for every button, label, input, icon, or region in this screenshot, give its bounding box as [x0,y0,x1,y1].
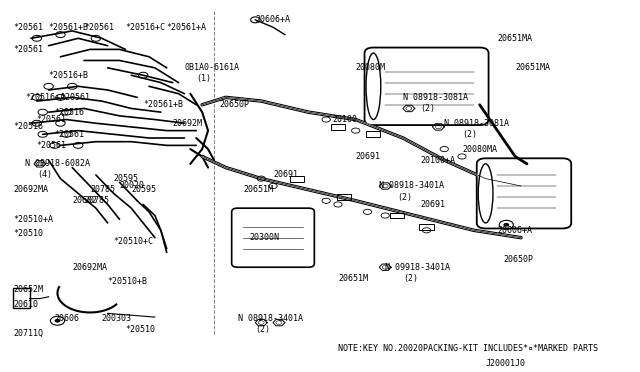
Text: 20785: 20785 [90,185,115,194]
Text: 20651MA: 20651MA [497,34,532,43]
Text: 20602: 20602 [72,196,97,205]
Text: 20080M: 20080M [356,63,386,72]
Text: 0B1A0-6161A: 0B1A0-6161A [184,63,239,72]
Bar [366,131,381,137]
Text: *20561+B: *20561+B [143,100,183,109]
Text: 20651MA: 20651MA [515,63,550,72]
Bar [390,212,404,218]
Text: (2): (2) [255,326,270,334]
Text: (2): (2) [420,104,436,113]
Text: *20561: *20561 [37,141,67,150]
Text: *20561: *20561 [54,130,84,139]
Text: *20510+A: *20510+A [13,215,53,224]
Text: N 08918-3401A: N 08918-3401A [380,182,444,190]
Text: 20606+A: 20606+A [497,226,532,235]
Bar [289,176,304,182]
Text: *20561+A: *20561+A [167,23,207,32]
Text: *20561: *20561 [37,115,67,124]
Text: 20020: 20020 [120,182,145,190]
Text: 20650P: 20650P [220,100,250,109]
Text: 20711Q: 20711Q [13,329,43,338]
Text: 20652M: 20652M [13,285,43,294]
Text: 20606+A: 20606+A [255,15,291,24]
FancyBboxPatch shape [477,158,572,228]
Text: *20561: *20561 [84,23,114,32]
Bar [337,194,351,200]
Text: *20516+B: *20516+B [49,71,88,80]
Text: 20691: 20691 [273,170,298,179]
Text: *20516+C: *20516+C [125,23,165,32]
Text: 200303: 200303 [102,314,132,323]
Text: 20300N: 20300N [250,233,280,242]
Text: *20510+C: *20510+C [113,237,154,246]
Circle shape [54,319,60,323]
Text: N 08918-3081A: N 08918-3081A [444,119,509,128]
Text: (1): (1) [196,74,211,83]
Text: N 09918-3401A: N 09918-3401A [385,263,450,272]
Bar [13,288,29,308]
Text: (4): (4) [37,170,52,179]
Text: NOTE:KEY NO.20020PACKING-KIT INCLUDES*¤*MARKED PARTS: NOTE:KEY NO.20020PACKING-KIT INCLUDES*¤*… [338,344,598,353]
Text: *20561: *20561 [13,45,43,54]
Text: *20510: *20510 [125,326,156,334]
Text: (2): (2) [397,193,412,202]
Text: 20080MA: 20080MA [462,145,497,154]
Text: 20692MA: 20692MA [13,185,48,194]
Text: 20692MA: 20692MA [72,263,108,272]
Text: 20692M: 20692M [173,119,203,128]
Text: 20691: 20691 [420,200,445,209]
Text: *20510+B: *20510+B [108,278,148,286]
Text: 20650P: 20650P [503,255,533,264]
Text: *20516: *20516 [54,108,84,117]
Text: *20561+B: *20561+B [49,23,88,32]
Text: 20691: 20691 [356,152,381,161]
Text: *20561: *20561 [13,23,43,32]
Text: (2): (2) [403,274,418,283]
Text: 20785: 20785 [84,196,109,205]
FancyBboxPatch shape [232,208,314,267]
Ellipse shape [478,164,493,223]
Text: N 08918-3401A: N 08918-3401A [237,314,303,323]
Text: 20651M: 20651M [338,274,368,283]
FancyBboxPatch shape [365,48,488,125]
Text: 20606: 20606 [54,314,79,323]
Text: 20595: 20595 [131,185,156,194]
Ellipse shape [366,53,381,119]
Bar [331,124,345,130]
Text: *20561: *20561 [60,93,90,102]
Text: *20510: *20510 [13,230,43,238]
Text: 20610: 20610 [13,300,38,309]
Bar [419,224,434,230]
Text: 20100: 20100 [332,115,357,124]
Text: J20001J0: J20001J0 [486,359,525,368]
Circle shape [503,223,509,227]
Text: N 08918-6082A: N 08918-6082A [25,159,90,169]
Text: N 08918-3081A: N 08918-3081A [403,93,468,102]
Text: (2): (2) [462,130,477,139]
Text: 20651M: 20651M [243,185,273,194]
Text: 20595: 20595 [113,174,139,183]
Text: 20100+A: 20100+A [420,155,456,165]
Text: *20516: *20516 [13,122,43,131]
Text: *20516+A: *20516+A [25,93,65,102]
